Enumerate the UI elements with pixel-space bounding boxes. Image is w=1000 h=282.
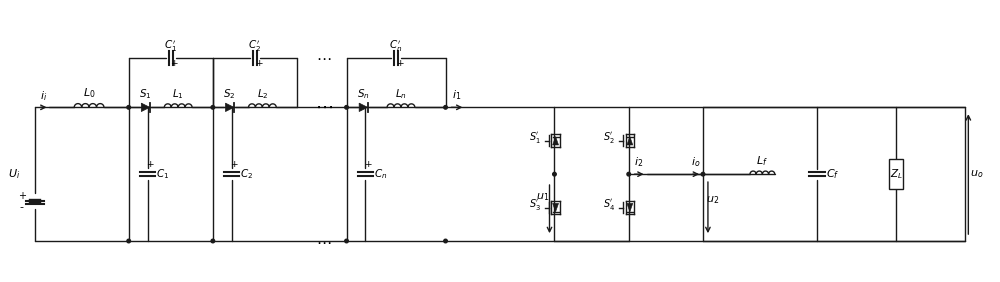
Text: $u_1$: $u_1$ (536, 191, 549, 203)
Text: +: + (146, 160, 154, 169)
Text: -: - (20, 202, 24, 212)
Text: $\cdots$: $\cdots$ (316, 50, 331, 65)
Text: $C_1'$: $C_1'$ (164, 39, 177, 54)
Polygon shape (627, 203, 633, 212)
Text: +: + (396, 59, 403, 68)
Circle shape (345, 239, 348, 243)
Text: $S_2'$: $S_2'$ (603, 130, 615, 145)
Circle shape (127, 239, 130, 243)
Text: $C_n'$: $C_n'$ (389, 39, 403, 54)
Text: $L_2$: $L_2$ (257, 87, 268, 101)
FancyBboxPatch shape (889, 159, 903, 189)
Text: $S_2$: $S_2$ (223, 87, 236, 101)
Polygon shape (141, 103, 150, 112)
Text: $S_1'$: $S_1'$ (529, 130, 541, 145)
Circle shape (127, 105, 130, 109)
Text: $C_2$: $C_2$ (240, 167, 253, 180)
Text: $i_i$: $i_i$ (40, 89, 47, 103)
Text: $i_2$: $i_2$ (634, 155, 643, 169)
Circle shape (444, 105, 447, 109)
Text: +: + (170, 59, 178, 68)
Circle shape (345, 105, 348, 109)
Text: $Z_L$: $Z_L$ (890, 167, 903, 181)
Text: $L_1$: $L_1$ (172, 87, 184, 101)
Circle shape (553, 172, 556, 176)
Text: $\cdots$: $\cdots$ (316, 233, 331, 248)
Text: $C_2'$: $C_2'$ (248, 39, 261, 54)
Circle shape (444, 239, 447, 243)
Polygon shape (359, 103, 368, 112)
Text: $u_o$: $u_o$ (970, 168, 984, 180)
Text: $L_0$: $L_0$ (83, 87, 95, 100)
Text: $S_n$: $S_n$ (357, 87, 370, 101)
Text: $L_n$: $L_n$ (395, 87, 407, 101)
Text: $S_3'$: $S_3'$ (529, 197, 541, 212)
Circle shape (701, 172, 705, 176)
Polygon shape (627, 136, 633, 145)
Text: $\cdots$: $\cdots$ (315, 98, 333, 116)
Text: +: + (230, 160, 238, 169)
Text: +: + (364, 160, 372, 169)
Text: +: + (255, 59, 262, 68)
Text: $L_f$: $L_f$ (756, 154, 768, 168)
Text: $i_o$: $i_o$ (691, 155, 701, 169)
Polygon shape (553, 136, 559, 145)
Circle shape (211, 105, 215, 109)
Text: $S_4'$: $S_4'$ (603, 197, 615, 212)
Text: $S_1$: $S_1$ (139, 87, 152, 101)
Text: $C_f$: $C_f$ (826, 167, 839, 181)
Text: +: + (18, 191, 26, 201)
Text: $C_n$: $C_n$ (374, 167, 387, 180)
Circle shape (627, 172, 631, 176)
Text: $u_2$: $u_2$ (706, 194, 719, 206)
Polygon shape (553, 203, 559, 212)
Text: $i_1$: $i_1$ (452, 89, 461, 102)
Text: $U_i$: $U_i$ (8, 167, 20, 181)
Polygon shape (225, 103, 234, 112)
Text: $C_1$: $C_1$ (156, 167, 169, 180)
Circle shape (211, 239, 215, 243)
